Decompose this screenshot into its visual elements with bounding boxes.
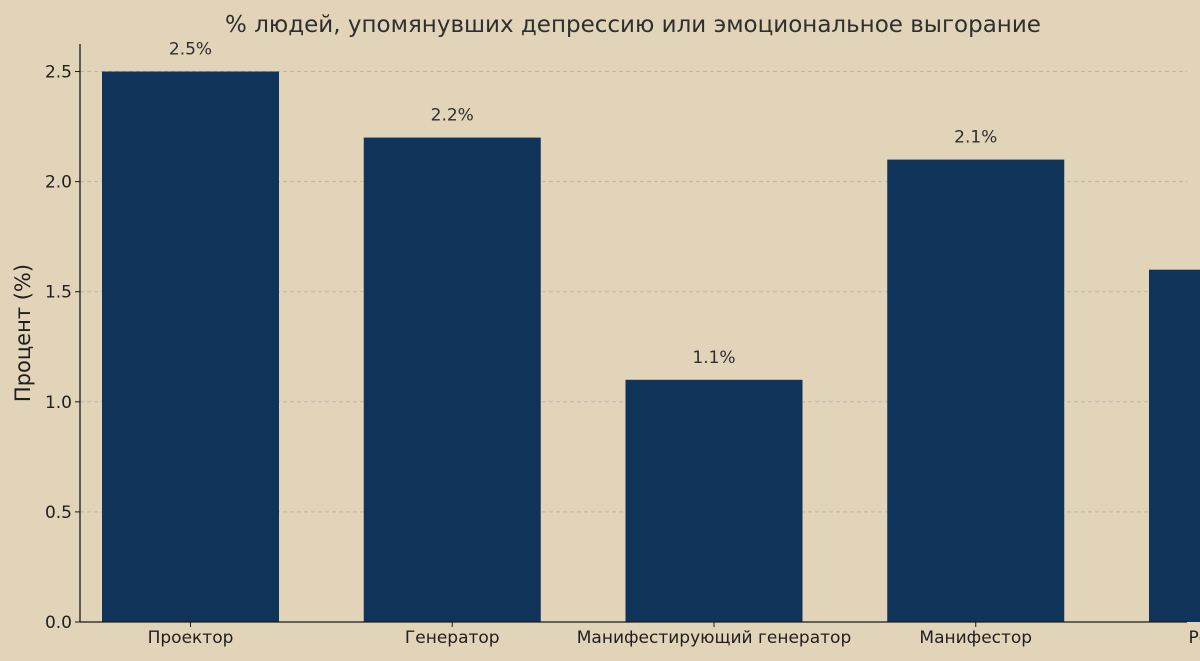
y-tick-label: 2.5: [45, 63, 72, 83]
bar-value-label: 2.1%: [954, 128, 997, 148]
x-tick-label: Генератор: [405, 628, 500, 648]
y-tick-label: 1.0: [45, 393, 72, 413]
bar-value-label: 2.2%: [431, 106, 474, 126]
bar: [625, 379, 803, 622]
labels: 0.0 0.5 1.0 1.5 2.0 2.5 2.5% Проектор 2.2% Генера…: [45, 40, 1200, 648]
y-axis-label: Процент (%): [11, 264, 35, 402]
y-tick-label: 0.5: [45, 503, 72, 523]
bar: [1149, 269, 1200, 622]
x-tick-label: Рефлектор: [1189, 628, 1200, 648]
y-tick-label: 0.0: [45, 613, 72, 633]
y-tick-label: 2.0: [45, 173, 72, 193]
x-tick-label: Манифестор: [919, 628, 1032, 648]
axes: [75, 44, 1187, 627]
bars: [102, 71, 1200, 623]
bar-value-label: 1.1%: [692, 348, 735, 368]
bar: [363, 137, 541, 623]
x-tick-label: Проектор: [148, 628, 234, 648]
bar: [887, 159, 1065, 622]
bar-value-label: 2.5%: [169, 40, 212, 60]
chart-title: % людей, упомянувших депрессию или эмоци…: [225, 12, 1041, 38]
y-tick-label: 1.5: [45, 283, 72, 303]
x-tick-label: Манифестирующий генератор: [577, 628, 851, 648]
bar: [102, 71, 279, 623]
